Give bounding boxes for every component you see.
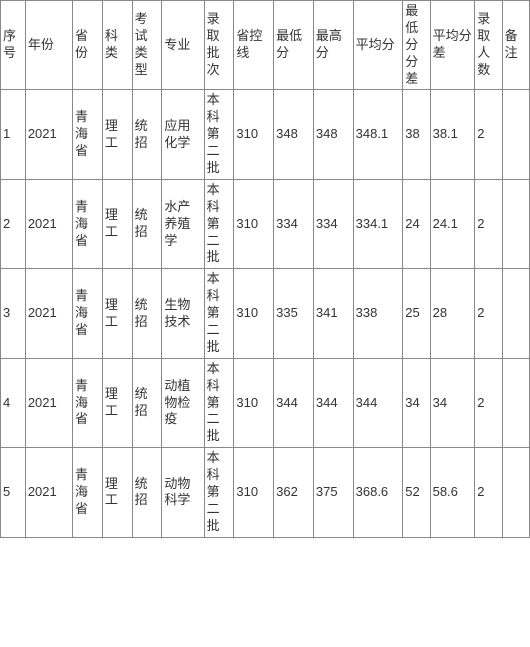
cell-min_diff: 52: [403, 448, 430, 537]
cell-max_score: 344: [313, 358, 353, 447]
cell-avg_score: 344: [353, 358, 403, 447]
cell-min_diff: 34: [403, 358, 430, 447]
cell-batch: 本科第二批: [204, 179, 234, 268]
table-body: 12021青海省理工统招应用化学本科第二批310348348348.13838.…: [1, 90, 530, 537]
cell-avg_score: 334.1: [353, 179, 403, 268]
cell-avg_diff: 58.6: [430, 448, 475, 537]
cell-major: 水产养殖学: [162, 179, 204, 268]
cell-note: [502, 269, 529, 358]
cell-avg_score: 368.6: [353, 448, 403, 537]
cell-min_score: 335: [274, 269, 314, 358]
cell-province: 青海省: [73, 358, 103, 447]
cell-year: 2021: [25, 269, 72, 358]
col-header-min-diff: 最低分分差: [403, 1, 430, 90]
cell-count: 2: [475, 90, 502, 179]
cell-avg_score: 338: [353, 269, 403, 358]
cell-min_score: 334: [274, 179, 314, 268]
cell-min_score: 362: [274, 448, 314, 537]
cell-subject: 理工: [102, 179, 132, 268]
table-row: 12021青海省理工统招应用化学本科第二批310348348348.13838.…: [1, 90, 530, 179]
cell-subject: 理工: [102, 448, 132, 537]
cell-year: 2021: [25, 448, 72, 537]
table-row: 52021青海省理工统招动物科学本科第二批310362375368.65258.…: [1, 448, 530, 537]
cell-province: 青海省: [73, 179, 103, 268]
col-header-ctrl-line: 省控线: [234, 1, 274, 90]
cell-idx: 1: [1, 90, 26, 179]
cell-major: 动物科学: [162, 448, 204, 537]
cell-major: 生物技术: [162, 269, 204, 358]
cell-min_diff: 38: [403, 90, 430, 179]
col-header-major: 专业: [162, 1, 204, 90]
col-header-avg-diff: 平均分差: [430, 1, 475, 90]
col-header-subject: 科类: [102, 1, 132, 90]
cell-avg_diff: 38.1: [430, 90, 475, 179]
cell-batch: 本科第二批: [204, 90, 234, 179]
cell-major: 动植物检疫: [162, 358, 204, 447]
cell-exam_type: 统招: [132, 269, 162, 358]
col-header-idx: 序号: [1, 1, 26, 90]
cell-avg_score: 348.1: [353, 90, 403, 179]
cell-ctrl_line: 310: [234, 448, 274, 537]
cell-avg_diff: 28: [430, 269, 475, 358]
cell-exam_type: 统招: [132, 90, 162, 179]
cell-subject: 理工: [102, 269, 132, 358]
cell-major: 应用化学: [162, 90, 204, 179]
cell-idx: 5: [1, 448, 26, 537]
cell-exam_type: 统招: [132, 179, 162, 268]
cell-subject: 理工: [102, 358, 132, 447]
cell-ctrl_line: 310: [234, 90, 274, 179]
cell-note: [502, 358, 529, 447]
table-row: 22021青海省理工统招水产养殖学本科第二批310334334334.12424…: [1, 179, 530, 268]
cell-province: 青海省: [73, 90, 103, 179]
col-header-province: 省份: [73, 1, 103, 90]
cell-ctrl_line: 310: [234, 269, 274, 358]
col-header-exam-type: 考试类型: [132, 1, 162, 90]
cell-year: 2021: [25, 358, 72, 447]
col-header-max-score: 最高分: [313, 1, 353, 90]
cell-max_score: 375: [313, 448, 353, 537]
cell-year: 2021: [25, 90, 72, 179]
cell-idx: 2: [1, 179, 26, 268]
cell-ctrl_line: 310: [234, 358, 274, 447]
cell-min_score: 348: [274, 90, 314, 179]
cell-note: [502, 179, 529, 268]
cell-min_score: 344: [274, 358, 314, 447]
cell-exam_type: 统招: [132, 358, 162, 447]
cell-province: 青海省: [73, 269, 103, 358]
col-header-year: 年份: [25, 1, 72, 90]
cell-max_score: 341: [313, 269, 353, 358]
cell-avg_diff: 24.1: [430, 179, 475, 268]
table-header: 序号 年份 省份 科类 考试类型 专业 录取批次 省控线 最低分 最高分 平均分…: [1, 1, 530, 90]
cell-note: [502, 448, 529, 537]
cell-idx: 4: [1, 358, 26, 447]
col-header-batch: 录取批次: [204, 1, 234, 90]
cell-max_score: 334: [313, 179, 353, 268]
admissions-table: 序号 年份 省份 科类 考试类型 专业 录取批次 省控线 最低分 最高分 平均分…: [0, 0, 530, 538]
header-row: 序号 年份 省份 科类 考试类型 专业 录取批次 省控线 最低分 最高分 平均分…: [1, 1, 530, 90]
col-header-min-score: 最低分: [274, 1, 314, 90]
cell-min_diff: 24: [403, 179, 430, 268]
cell-min_diff: 25: [403, 269, 430, 358]
table-row: 32021青海省理工统招生物技术本科第二批31033534133825282: [1, 269, 530, 358]
cell-max_score: 348: [313, 90, 353, 179]
cell-note: [502, 90, 529, 179]
cell-exam_type: 统招: [132, 448, 162, 537]
cell-province: 青海省: [73, 448, 103, 537]
cell-idx: 3: [1, 269, 26, 358]
cell-subject: 理工: [102, 90, 132, 179]
cell-year: 2021: [25, 179, 72, 268]
table-row: 42021青海省理工统招动植物检疫本科第二批31034434434434342: [1, 358, 530, 447]
cell-batch: 本科第二批: [204, 269, 234, 358]
cell-count: 2: [475, 358, 502, 447]
cell-batch: 本科第二批: [204, 358, 234, 447]
cell-avg_diff: 34: [430, 358, 475, 447]
col-header-note: 备注: [502, 1, 529, 90]
col-header-avg-score: 平均分: [353, 1, 403, 90]
col-header-count: 录取人数: [475, 1, 502, 90]
cell-count: 2: [475, 269, 502, 358]
cell-count: 2: [475, 448, 502, 537]
cell-ctrl_line: 310: [234, 179, 274, 268]
cell-count: 2: [475, 179, 502, 268]
cell-batch: 本科第二批: [204, 448, 234, 537]
